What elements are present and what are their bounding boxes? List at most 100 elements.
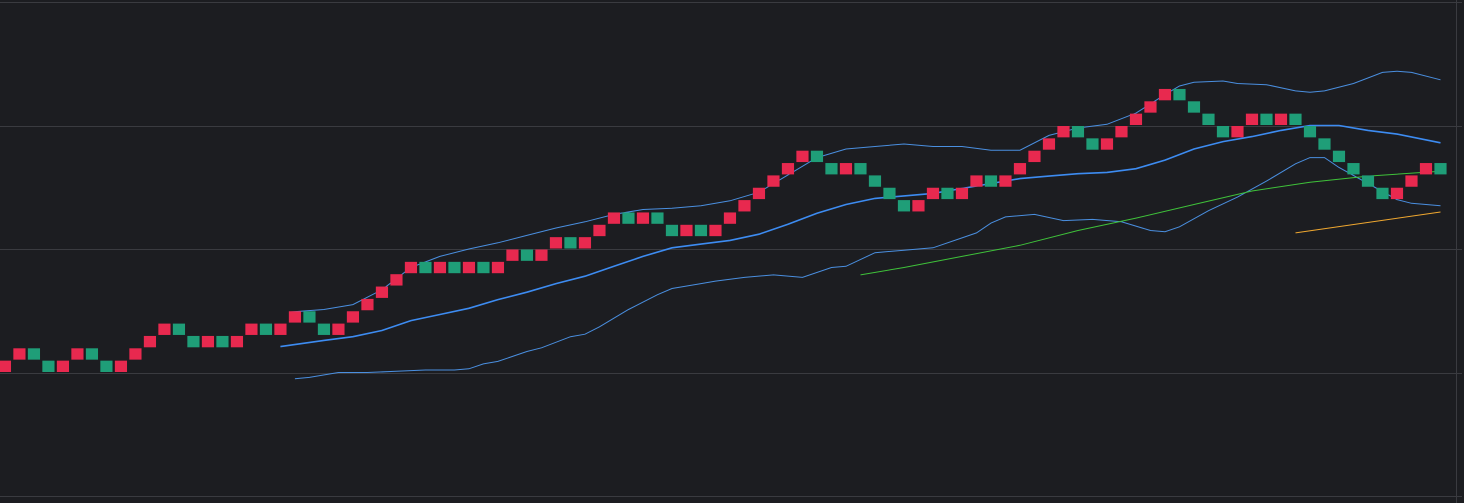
indicator-line [290,70,1441,313]
renko-brick [767,175,780,187]
renko-brick [1115,126,1128,138]
renko-brick [375,286,389,298]
renko-brick [433,261,447,274]
renko-brick [1144,101,1157,113]
renko-brick [1231,126,1244,138]
renko-brick [114,360,128,372]
renko-brick [854,163,867,175]
renko-brick [274,323,287,335]
renko-brick [1129,113,1143,125]
renko-brick [578,237,592,249]
renko-brick [85,348,99,360]
renko-brick [1042,138,1056,150]
renko-brick [955,187,969,200]
renko-brick [1303,126,1317,138]
renko-brick [607,212,621,224]
renko-brick [926,187,940,200]
renko-brick [1434,163,1447,175]
indicator-line [294,157,1441,380]
renko-brick [245,323,258,335]
renko-brick [622,212,635,224]
renko-brick [1318,138,1331,150]
renko-brick [752,187,766,200]
renko-brick [477,261,490,274]
renko-brick [187,335,200,348]
renko-brick [129,348,142,360]
renko-brick [520,249,534,261]
renko-brick [172,323,186,335]
renko-brick [419,261,432,274]
renko-brick [1347,163,1360,175]
renko-brick [1390,187,1404,200]
renko-brick [912,200,925,212]
renko-brick [0,360,12,372]
renko-brick [680,224,693,237]
renko-brick [1071,126,1085,138]
renko-brick [1086,138,1099,150]
indicator-line [280,124,1441,348]
renko-brick [346,311,360,323]
renko-brick [868,175,882,187]
renko-brick [1361,175,1375,187]
renko-brick [216,335,229,348]
renko-brick [317,323,331,335]
renko-brick [1332,150,1346,163]
renko-brick [723,212,737,224]
renko-brick [593,224,606,237]
renko-brick [810,150,824,163]
renko-brick [13,348,26,360]
indicator-line [1295,211,1441,234]
renko-brick [288,311,302,323]
renko-brick [1202,113,1215,125]
renko-brick [27,348,41,360]
renko-brick [1100,138,1114,150]
renko-brick [825,163,838,175]
renko-brick [1245,113,1259,125]
renko-brick [158,323,171,335]
renko-brick [535,249,548,261]
renko-brick [781,163,795,175]
renko-brick [71,348,84,360]
renko-brick [796,150,809,163]
renko-brick [259,323,273,335]
renko-brick [491,261,505,274]
renko-brick [984,175,998,187]
renko-brick [506,249,519,261]
renko-brick [651,212,664,224]
renko-brick [143,335,157,348]
renko-brick [1216,126,1230,138]
renko-brick [462,261,476,274]
renko-brick [1376,187,1389,200]
renko-brick [709,224,722,237]
renko-brick [564,237,577,249]
renko-brick [1187,101,1201,113]
renko-brick [303,311,316,323]
renko-brick [941,187,954,200]
renko-brick [1405,175,1418,187]
renko-brick [897,200,911,212]
renko-brick [1419,163,1433,175]
renko-brick [230,335,244,348]
renko-brick [448,261,461,274]
renko-brick [1173,88,1186,101]
renko-brick [201,335,215,348]
renko-brick [665,224,679,237]
renko-brick [390,274,403,286]
renko-brick [1028,150,1041,163]
renko-brick [999,175,1012,187]
renko-brick [738,200,751,212]
renko-brick [404,261,418,274]
renko-brick [361,298,374,311]
renko-brick [1013,163,1027,175]
renko-brick [883,187,896,200]
renko-brick [694,224,708,237]
renko-brick [100,360,113,372]
renko-brick [636,212,650,224]
renko-brick [1274,113,1288,125]
renko-brick [332,323,345,335]
renko-brick [1260,113,1273,125]
indicator-line [860,170,1441,276]
renko-brick [42,360,55,372]
